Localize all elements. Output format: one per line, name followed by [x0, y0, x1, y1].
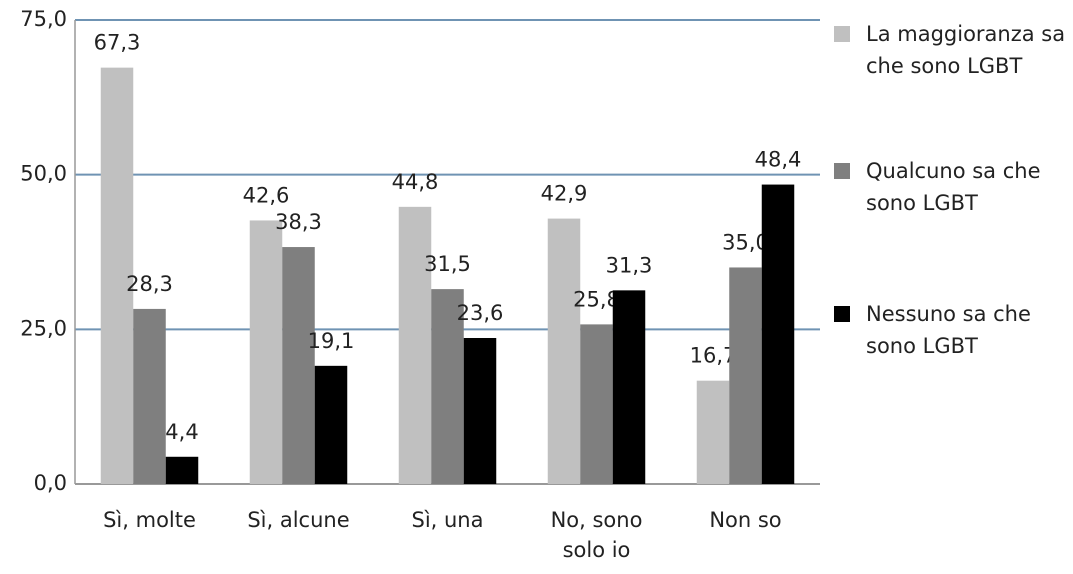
y-tick-label: 25,0 [20, 316, 67, 340]
bar [696, 380, 730, 484]
legend-item: Nessuno sa che sono LGBT [834, 298, 1069, 362]
bar [431, 289, 464, 484]
x-tick-label: Sì, alcune [247, 508, 350, 532]
bar [729, 267, 762, 484]
data-label: 4,4 [165, 420, 198, 444]
bar [463, 337, 497, 484]
x-tick-label: Sì, una [411, 508, 484, 532]
data-label: 35,0 [722, 230, 769, 254]
y-tick-label: 75,0 [20, 7, 67, 31]
data-label: 42,6 [243, 183, 290, 207]
data-label: 38,3 [275, 210, 322, 234]
data-label: 48,4 [755, 148, 802, 172]
bar [547, 218, 581, 485]
data-label: 31,5 [424, 252, 471, 276]
bar [282, 247, 315, 484]
x-tick-label: Non so [709, 508, 782, 532]
y-tick-label: 0,0 [34, 471, 67, 495]
legend-label: Qualcuno sa che sono LGBT [866, 159, 1041, 215]
legend-swatch [834, 26, 850, 42]
bar [314, 365, 348, 484]
data-label: 19,1 [308, 329, 355, 353]
data-label: 28,3 [126, 272, 173, 296]
legend-label: Nessuno sa che sono LGBT [866, 302, 1031, 358]
data-label: 25,8 [573, 287, 620, 311]
bar [100, 67, 134, 485]
legend-item: La maggioranza sa che sono LGBT [834, 18, 1069, 82]
data-label: 67,3 [94, 31, 141, 55]
bar [249, 220, 283, 484]
y-tick-label: 50,0 [20, 162, 67, 186]
x-tick-label: Sì, molte [103, 508, 196, 532]
legend-swatch [834, 306, 850, 322]
legend-item: Qualcuno sa che sono LGBT [834, 155, 1069, 219]
bar [612, 290, 646, 484]
x-tick-label: No, sono solo io [550, 508, 643, 562]
data-label: 16,7 [690, 344, 737, 368]
legend-swatch [834, 163, 850, 179]
data-label: 23,6 [457, 301, 504, 325]
bar [165, 456, 199, 484]
bar [761, 184, 795, 484]
bar [398, 206, 432, 484]
legend-label: La maggioranza sa che sono LGBT [866, 22, 1066, 78]
bar [133, 308, 166, 484]
data-label: 44,8 [392, 170, 439, 194]
data-label: 31,3 [606, 253, 653, 277]
bar [580, 324, 613, 484]
data-label: 42,9 [541, 182, 588, 206]
